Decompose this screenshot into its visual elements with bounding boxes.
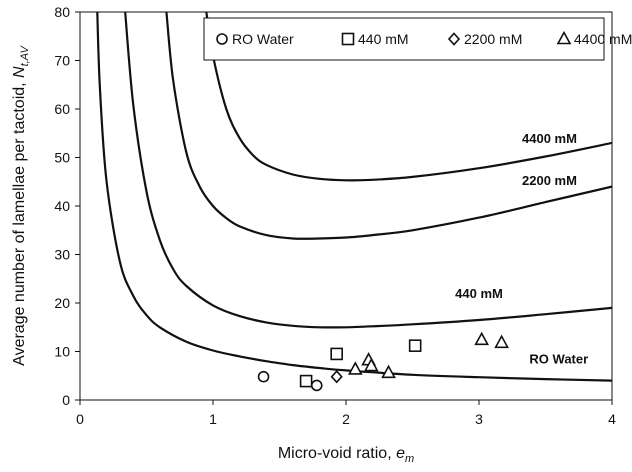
legend-marker-triangle bbox=[556, 30, 572, 45]
data-point-ro-water bbox=[257, 370, 270, 383]
x-tick-label: 4 bbox=[608, 411, 616, 427]
legend-label: RO Water bbox=[232, 31, 294, 47]
data-point-4400-mm bbox=[363, 357, 379, 372]
legend-marker-square bbox=[341, 32, 355, 46]
curve-2200-mm bbox=[165, 12, 612, 240]
data-point-4400-mm bbox=[381, 364, 396, 379]
data-point-440-mm bbox=[408, 339, 422, 352]
x-tick-label: 2 bbox=[342, 411, 350, 427]
y-tick-label: 20 bbox=[54, 295, 70, 311]
legend-label: 4400 mM bbox=[574, 31, 632, 47]
curve-label: RO Water bbox=[529, 352, 588, 367]
legend-items: RO Water 440 mM 2200 mM 4400 mM bbox=[216, 30, 632, 47]
y-tick-label: 80 bbox=[54, 4, 70, 20]
data-point-4400-mm bbox=[494, 334, 509, 349]
y-axis-title: Average number of lamellae per tactoid, … bbox=[11, 45, 31, 366]
curve-label: 2200 mM bbox=[522, 173, 577, 188]
model-curves bbox=[96, 12, 612, 382]
legend-label: 440 mM bbox=[358, 31, 409, 47]
curve-label: 440 mM bbox=[455, 286, 503, 301]
y-tick-label: 60 bbox=[54, 101, 70, 117]
measured-points bbox=[257, 331, 509, 392]
curve-4400-mm bbox=[205, 12, 612, 182]
y-tick-label: 30 bbox=[54, 247, 70, 263]
y-tick-label: 50 bbox=[54, 150, 70, 166]
data-point-4400-mm bbox=[347, 361, 363, 375]
x-tick-label: 1 bbox=[209, 411, 217, 427]
x-tick-label: 3 bbox=[475, 411, 483, 427]
legend-label: 2200 mM bbox=[464, 31, 522, 47]
y-tick-label: 70 bbox=[54, 53, 70, 69]
legend-box bbox=[203, 17, 605, 61]
curve-labels: 4400 mM 2200 mM 440 mM RO Water bbox=[455, 131, 588, 367]
curve-ro-water bbox=[96, 12, 612, 382]
data-point-2200-mm bbox=[330, 370, 343, 384]
legend-marker-diamond bbox=[447, 32, 461, 46]
curve-label: 4400 mM bbox=[522, 131, 577, 146]
y-tick-label: 40 bbox=[54, 198, 70, 214]
data-point-ro-water bbox=[310, 379, 323, 392]
data-point-4400-mm bbox=[474, 331, 490, 346]
y-tick-label: 10 bbox=[54, 344, 70, 360]
legend-marker-circle bbox=[216, 33, 228, 45]
data-point-440-mm bbox=[299, 374, 313, 388]
y-tick-label: 0 bbox=[62, 392, 70, 408]
curve-440-mm bbox=[124, 12, 612, 329]
x-tick-label: 0 bbox=[76, 411, 84, 427]
x-axis-title: Micro-void ratio, em bbox=[278, 445, 414, 465]
legend: RO Water 440 mM 2200 mM 4400 mM bbox=[203, 17, 632, 61]
data-point-440-mm bbox=[330, 347, 343, 361]
